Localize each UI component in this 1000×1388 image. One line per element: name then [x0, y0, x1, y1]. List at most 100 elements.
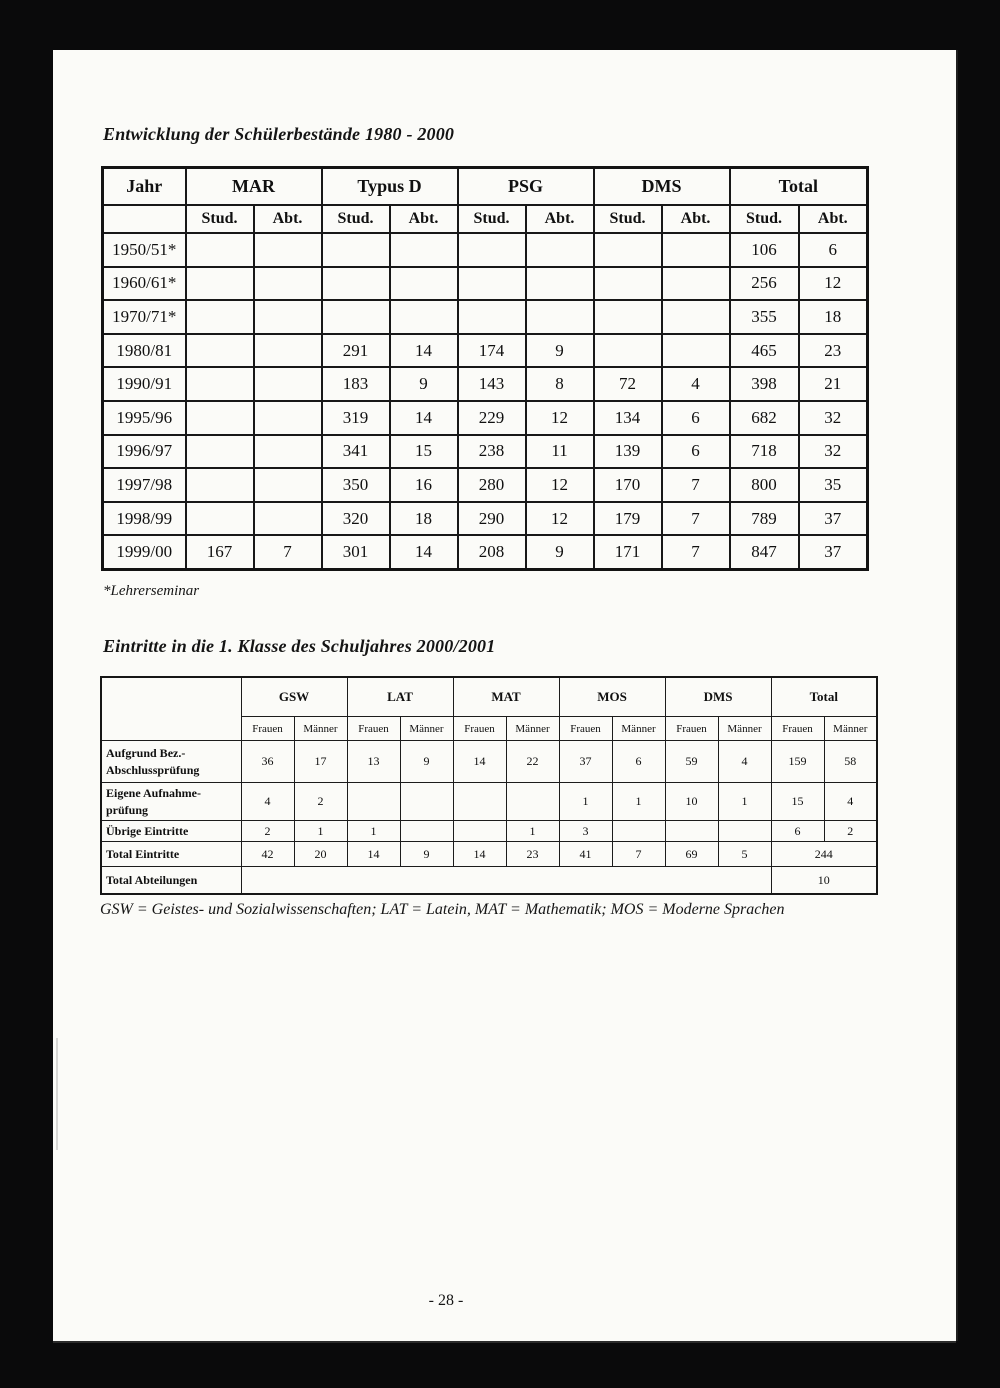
jahr-header-cell: Jahr	[101, 166, 187, 206]
value-cell: 32	[797, 399, 869, 436]
value-cell: 341	[320, 433, 391, 470]
value-cell: 4	[660, 366, 731, 402]
sub-header-maenner: Männer	[293, 716, 348, 741]
value-cell: 8	[524, 366, 595, 402]
value-cell: 13	[346, 740, 401, 783]
row-label-line: Eigene Aufnahme-	[106, 785, 202, 800]
value-cell	[252, 467, 323, 503]
value-cell	[184, 299, 255, 335]
value-cell: 9	[524, 332, 595, 369]
group-header-psg: PSG	[456, 166, 595, 206]
value-cell: 41	[558, 841, 613, 867]
value-cell	[184, 500, 255, 537]
row-label-line: Abschlussprüfung	[106, 762, 200, 777]
page-number: - 28 -	[428, 1292, 464, 1309]
value-cell: 106	[728, 232, 800, 268]
value-cell	[252, 433, 323, 470]
value-cell	[611, 820, 666, 842]
value-cell	[660, 332, 731, 369]
value-cell: 682	[728, 399, 800, 436]
row-label-line: Aufgrund Bez.-	[106, 745, 186, 760]
value-cell: 14	[388, 534, 459, 571]
value-cell: 23	[505, 841, 560, 867]
value-cell: 15	[388, 433, 459, 470]
value-cell	[184, 366, 255, 402]
value-cell: 16	[388, 467, 459, 503]
value-cell: 1	[717, 782, 772, 821]
sub-header-abt: Abt.	[524, 204, 595, 234]
table1-row: 1996/97 341 15 238 11 139 6 718 32	[101, 433, 869, 470]
sub-header-stud: Stud.	[728, 204, 800, 234]
year-cell: 1950/51*	[101, 232, 187, 268]
year-cell: 1997/98	[101, 467, 187, 503]
value-cell	[660, 265, 731, 302]
value-cell: 789	[728, 500, 800, 537]
value-cell: 59	[664, 740, 719, 783]
value-cell: 11	[524, 433, 595, 470]
value-cell: 14	[346, 841, 401, 867]
sub-header-stud: Stud.	[592, 204, 663, 234]
sub-header-stud: Stud.	[320, 204, 391, 234]
value-cell	[252, 232, 323, 268]
value-cell: 14	[452, 740, 507, 783]
table1-row: 1990/91 183 9 143 8 72 4 398 21	[101, 366, 869, 402]
value-cell: 15	[770, 782, 825, 821]
value-cell	[456, 299, 527, 335]
value-cell: 1	[505, 820, 560, 842]
value-cell	[717, 820, 772, 842]
value-cell	[320, 299, 391, 335]
table1-row: 1970/71* 355 18	[101, 299, 869, 335]
table2-header: GSW LAT MAT MOS DMS Total Frauen Männer …	[100, 676, 878, 741]
value-cell: 1	[611, 782, 666, 821]
table1-title: Entwicklung der Schülerbestände 1980 - 2…	[103, 124, 455, 144]
value-cell: 134	[592, 399, 663, 436]
table1-header: Jahr MAR Typus D PSG DMS Total Stud. Abt…	[101, 166, 869, 234]
value-cell: 17	[293, 740, 348, 783]
value-cell: 12	[524, 500, 595, 537]
group-header-mos: MOS	[558, 676, 666, 717]
value-cell	[346, 782, 401, 821]
value-cell	[660, 299, 731, 335]
value-cell: 350	[320, 467, 391, 503]
value-cell: 280	[456, 467, 527, 503]
value-cell: 9	[399, 841, 454, 867]
value-cell	[252, 399, 323, 436]
value-cell: 37	[797, 500, 869, 537]
group-header-dms: DMS	[592, 166, 731, 206]
value-cell: 10	[664, 782, 719, 821]
value-cell	[184, 265, 255, 302]
value-cell: 143	[456, 366, 527, 402]
value-cell	[252, 265, 323, 302]
year-cell: 1999/00	[101, 534, 187, 571]
value-cell	[456, 232, 527, 268]
value-cell: 4	[823, 782, 878, 821]
year-cell: 1980/81	[101, 332, 187, 369]
value-cell: 170	[592, 467, 663, 503]
table1-row: 1999/00 167 7 301 14 208 9 171 7 847 37	[101, 534, 869, 571]
value-cell	[505, 782, 560, 821]
value-cell: 12	[797, 265, 869, 302]
row-label-line: prüfung	[106, 802, 149, 817]
sub-header-maenner: Männer	[823, 716, 878, 741]
value-cell: 465	[728, 332, 800, 369]
sub-header-frauen: Frauen	[770, 716, 825, 741]
value-cell: 718	[728, 433, 800, 470]
year-cell: 1998/99	[101, 500, 187, 537]
value-cell: 14	[388, 399, 459, 436]
sub-header-frauen: Frauen	[558, 716, 613, 741]
group-header-dms: DMS	[664, 676, 772, 717]
group-header-mat: MAT	[452, 676, 560, 717]
value-cell: 5	[717, 841, 772, 867]
value-cell: 72	[592, 366, 663, 402]
value-cell: 4	[717, 740, 772, 783]
sub-header-stud: Stud.	[184, 204, 255, 234]
table2-row: Total Eintritte 42 20 14 9 14 23 41 7 69 5 244	[100, 841, 878, 867]
value-cell	[388, 232, 459, 268]
value-cell: 174	[456, 332, 527, 369]
table2-body: Aufgrund Bez.- Abschlussprüfung 36 17 13 9 14 2…	[100, 740, 878, 895]
group-header-total: Total	[770, 676, 878, 717]
value-cell: 6	[770, 820, 825, 842]
year-cell: 1996/97	[101, 433, 187, 470]
value-cell: 1	[558, 782, 613, 821]
row-label-cell: Übrige Eintritte	[100, 820, 242, 842]
